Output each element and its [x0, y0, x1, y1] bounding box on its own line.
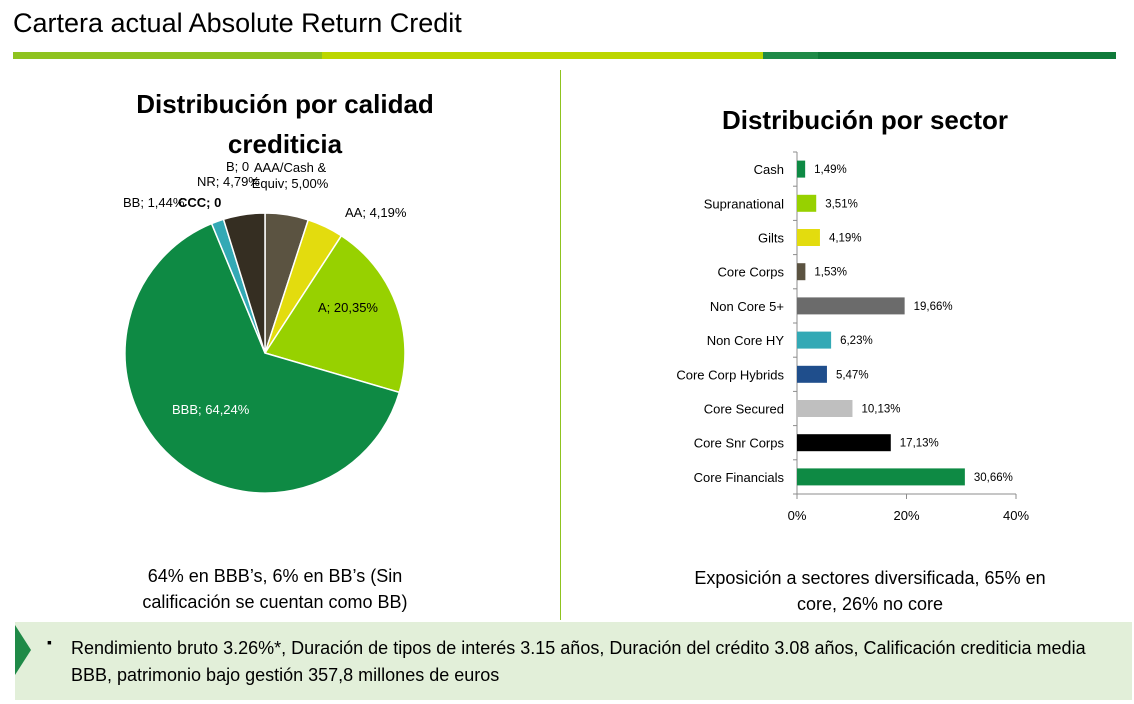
- bar-supranational: [797, 194, 817, 212]
- value-label-supranational: 3,51%: [825, 198, 858, 210]
- bar-chart-title: Distribución por sector: [721, 105, 1009, 135]
- category-label-core-corps: Core Corps: [718, 265, 785, 280]
- pie-label-bbb: BBB; 64,24%: [172, 402, 250, 417]
- value-label-cash: 1,49%: [814, 164, 847, 176]
- pie-slice-nr: [222, 212, 266, 354]
- category-label-core-corp-hybrids: Core Corp Hybrids: [676, 367, 784, 382]
- category-label-core-snr-corps: Core Snr Corps: [694, 436, 785, 451]
- bar-core-corps: [797, 263, 806, 281]
- x-tick-label: 40%: [1003, 508, 1029, 523]
- value-label-core-corp-hybrids: 5,47%: [836, 369, 869, 381]
- pie-label-aaa-cash-equiv: AAA/Cash & Equiv; 5,00%: [252, 160, 329, 191]
- pie-caption: 64% en BBB’s, 6% en BB’s (Sin calificaci…: [142, 566, 408, 612]
- bar-core-snr-corps: [797, 434, 891, 452]
- title-bar-segment: [763, 52, 819, 59]
- x-tick-label: 0%: [788, 508, 807, 523]
- category-label-cash: Cash: [754, 162, 784, 177]
- pie-slice-a: [263, 234, 406, 394]
- bar-caption: Exposición a sectores diversificada, 65%…: [694, 568, 1046, 614]
- pie-label-ccc: CCC; 0: [178, 195, 221, 210]
- bar-core-secured: [797, 400, 853, 417]
- pie-label-a: A; 20,35%: [318, 300, 378, 315]
- title-bar-segment: [321, 52, 764, 59]
- bar-core-financials: [797, 468, 965, 486]
- bar-cash: [797, 160, 806, 178]
- value-label-non-core-5: 19,66%: [914, 301, 953, 313]
- category-label-gilts: Gilts: [758, 231, 785, 246]
- category-label-non-core-hy: Non Core HY: [707, 333, 785, 348]
- x-tick-label: 20%: [893, 508, 919, 523]
- pie-chart: AAA/Cash & Equiv; 5,00% AA; 4,19% A; 20,35%…: [123, 159, 407, 494]
- title-gradient-bar: [13, 52, 1116, 59]
- pie-label-nr: NR; 4,79%: [197, 174, 260, 189]
- category-label-non-core-5: Non Core 5+: [710, 299, 784, 314]
- page-title: Cartera actual Absolute Return Credit: [13, 8, 462, 38]
- bar-non-core-hy: [797, 331, 832, 349]
- value-label-core-snr-corps: 17,13%: [900, 438, 939, 450]
- value-label-non-core-hy: 6,23%: [840, 335, 873, 347]
- bar-core-corp-hybrids: [797, 365, 827, 383]
- bar-gilts: [797, 229, 820, 246]
- value-label-core-financials: 30,66%: [974, 472, 1013, 484]
- summary-box: [15, 622, 1132, 700]
- pie-chart-title: Distribución por calidad crediticia: [136, 89, 434, 159]
- pie-label-aa: AA; 4,19%: [345, 205, 407, 220]
- title-bar-segment: [13, 52, 322, 59]
- category-label-supranational: Supranational: [704, 196, 784, 211]
- value-label-core-secured: 10,13%: [861, 404, 900, 416]
- bar-non-core-5: [797, 297, 905, 315]
- arrow-icon: [15, 625, 31, 675]
- bar-chart: Cash 1,49% Supranational 3,51% Gilts 4,19% Cor…: [676, 151, 1029, 523]
- value-label-core-corps: 1,53%: [814, 267, 847, 279]
- bullet-icon: ▪: [47, 634, 52, 650]
- title-bar-segment: [818, 52, 1116, 59]
- value-label-gilts: 4,19%: [829, 233, 862, 245]
- column-divider: [560, 70, 561, 620]
- summary-text: Rendimiento bruto 3.26%*, Duración de ti…: [71, 638, 1086, 685]
- category-label-core-secured: Core Secured: [704, 402, 784, 417]
- pie-label-b: B; 0: [226, 159, 249, 174]
- pie-slice-bbb: [124, 222, 401, 494]
- pie-label-bb: BB; 1,44%: [123, 195, 185, 210]
- category-label-core-financials: Core Financials: [694, 470, 785, 485]
